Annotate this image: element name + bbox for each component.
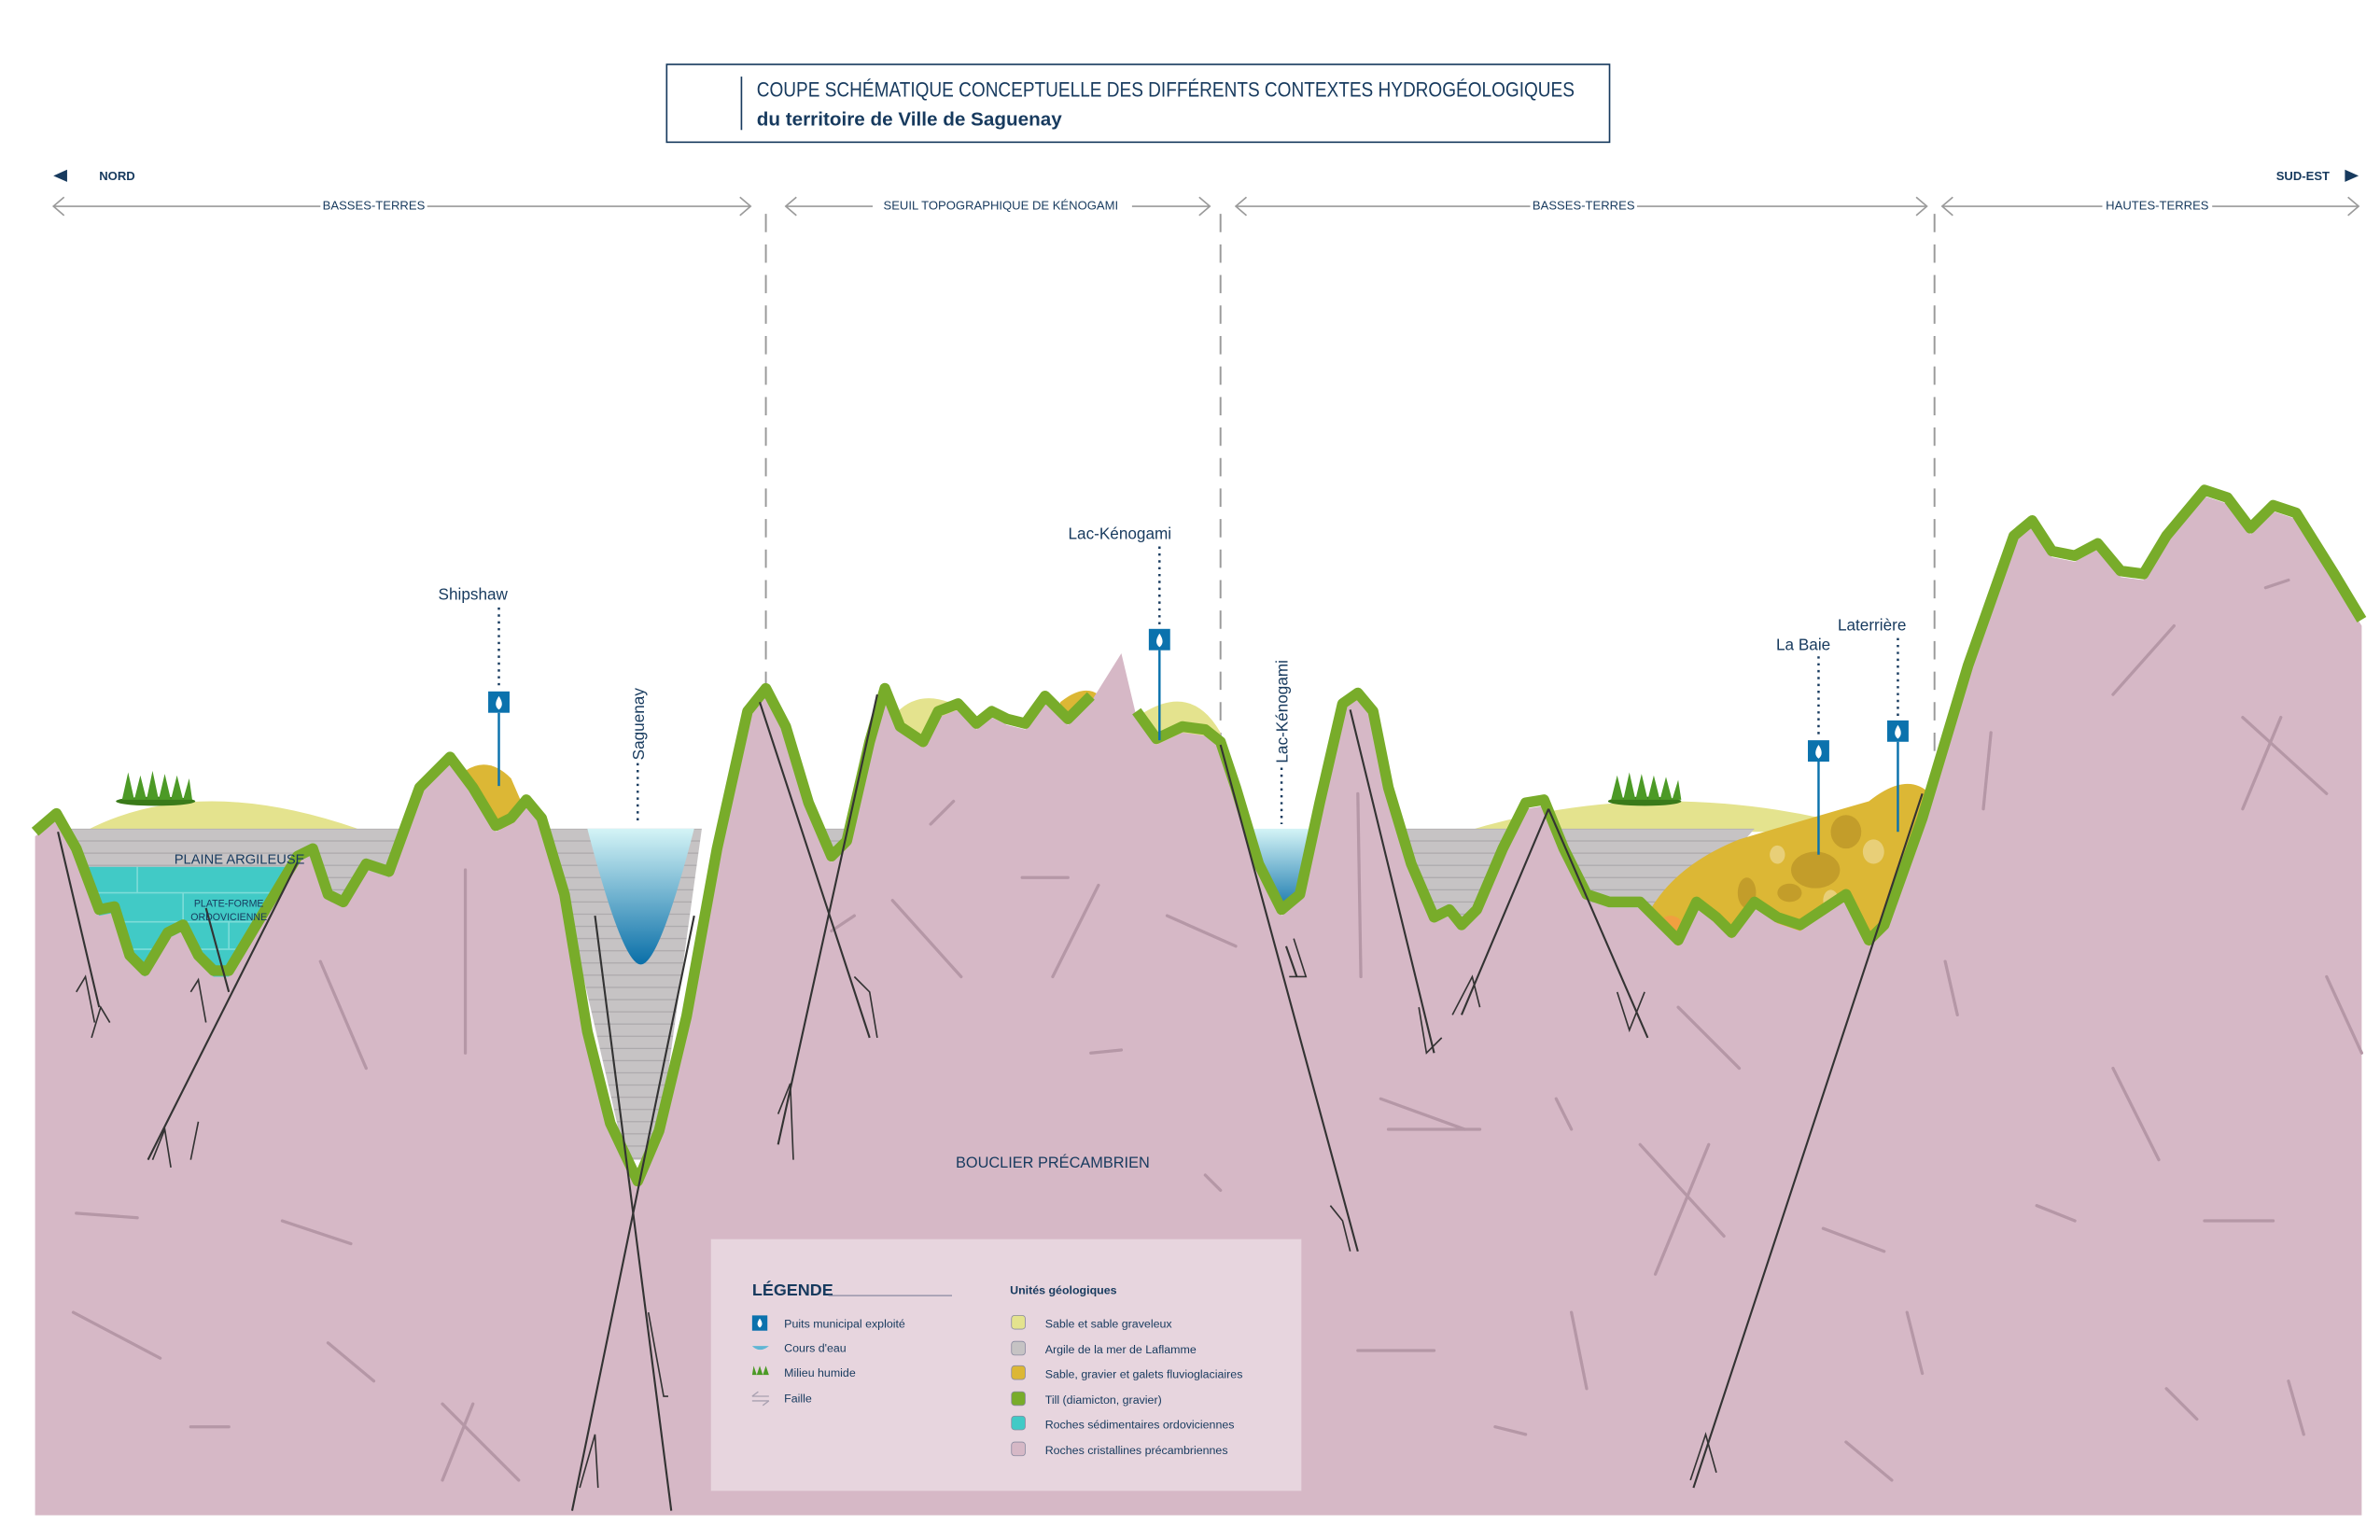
legend-unit-label: Till (diamicton, gravier) <box>1045 1393 1162 1407</box>
water-drop-icon <box>1895 724 1901 739</box>
zone-label-basses-terres-1: BASSES-TERRES <box>323 198 426 212</box>
rock-texture <box>71 578 2364 1482</box>
swatch-sand <box>1011 1314 1026 1330</box>
well-la-baie: La Baie <box>1776 636 1830 855</box>
label-plate-forme-1: PLATE-FORME <box>194 898 264 909</box>
swatch-precambrian <box>1011 1441 1026 1457</box>
water-drop-icon <box>496 695 502 710</box>
swatch-till <box>1011 1391 1026 1407</box>
zone-label-basses-terres-2: BASSES-TERRES <box>1533 198 1635 212</box>
legend-unit-label: Sable, gravier et galets fluvioglaciaire… <box>1045 1367 1243 1380</box>
title-line1: COUPE SCHÉMATIQUE CONCEPTUELLE DES DIFFÉ… <box>757 77 1575 101</box>
zone-separators <box>764 214 1936 778</box>
fault-icon <box>751 1391 770 1407</box>
legend-unit-label: Argile de la mer de Laflamme <box>1045 1343 1197 1356</box>
sand-deposits <box>83 698 1877 833</box>
legend-unit-label: Roches sédimentaires ordoviciennes <box>1045 1418 1235 1431</box>
direction-sud-est: SUD-EST <box>2276 169 2330 183</box>
label-laterriere: Laterrière <box>1838 615 1906 634</box>
label-plate-forme-2: ORDOVICIENNE <box>190 912 267 923</box>
swatch-gravel <box>1011 1365 1026 1380</box>
swatch-ordovician <box>1011 1415 1026 1431</box>
label-lac-kenogami-lake: Lac-Kénogami <box>1273 660 1292 763</box>
legend-title: LÉGENDE <box>752 1280 833 1299</box>
well-laterriere: Laterrière <box>1838 615 1909 833</box>
legend-unit-label: Roches cristallines précambriennes <box>1045 1444 1228 1457</box>
label-lac-kenogami-well: Lac-Kénogami <box>1068 524 1171 542</box>
watercourse-icon <box>751 1346 769 1351</box>
well-shipshaw: Shipshaw <box>439 585 510 787</box>
wetland-grass-icon <box>116 770 196 806</box>
legend: LÉGENDE Puits municipal exploité Cours d… <box>710 1239 1302 1491</box>
water-drop-icon <box>1156 633 1163 648</box>
label-saguenay: Saguenay <box>629 688 648 761</box>
till-layer <box>31 484 2367 1187</box>
wetland-icon <box>751 1365 769 1376</box>
water-drop-icon <box>1815 745 1822 759</box>
legend-symbol-label: Faille <box>784 1393 812 1406</box>
wetland-grass-icon <box>1607 772 1682 806</box>
legend-units-title: Unités géologiques <box>1010 1283 1117 1296</box>
label-shipshaw: Shipshaw <box>439 585 509 604</box>
label-plaine-argileuse: PLAINE ARGILEUSE <box>175 853 305 868</box>
legend-unit-label: Sable et sable graveleux <box>1045 1317 1173 1330</box>
saguenay-river <box>587 828 694 965</box>
title-line2: du territoire de Ville de Saguenay <box>757 109 1063 130</box>
swatch-clay <box>1011 1340 1026 1356</box>
fault-lines <box>57 693 1924 1511</box>
arrow-left-icon <box>53 169 67 182</box>
fault-arrow-icons <box>76 938 1717 1489</box>
legend-symbol-label: Puits municipal exploité <box>784 1317 905 1330</box>
well-lac-kenogami: Lac-Kénogami <box>1068 524 1171 741</box>
label-la-baie: La Baie <box>1776 636 1830 654</box>
label-bouclier: BOUCLIER PRÉCAMBRIEN <box>956 1154 1150 1171</box>
arrow-right-icon <box>2345 169 2359 182</box>
zone-label-seuil-kenogami: SEUIL TOPOGRAPHIQUE DE KÉNOGAMI <box>883 198 1118 212</box>
zone-label-hautes-terres: HAUTES-TERRES <box>2106 198 2209 212</box>
legend-symbol-label: Milieu humide <box>784 1366 856 1379</box>
precambrian-bedrock <box>35 496 2362 1516</box>
direction-nord: NORD <box>99 169 134 183</box>
title-box: COUPE SCHÉMATIQUE CONCEPTUELLE DES DIFFÉ… <box>665 63 1611 144</box>
legend-symbol-label: Cours d'eau <box>784 1342 847 1355</box>
